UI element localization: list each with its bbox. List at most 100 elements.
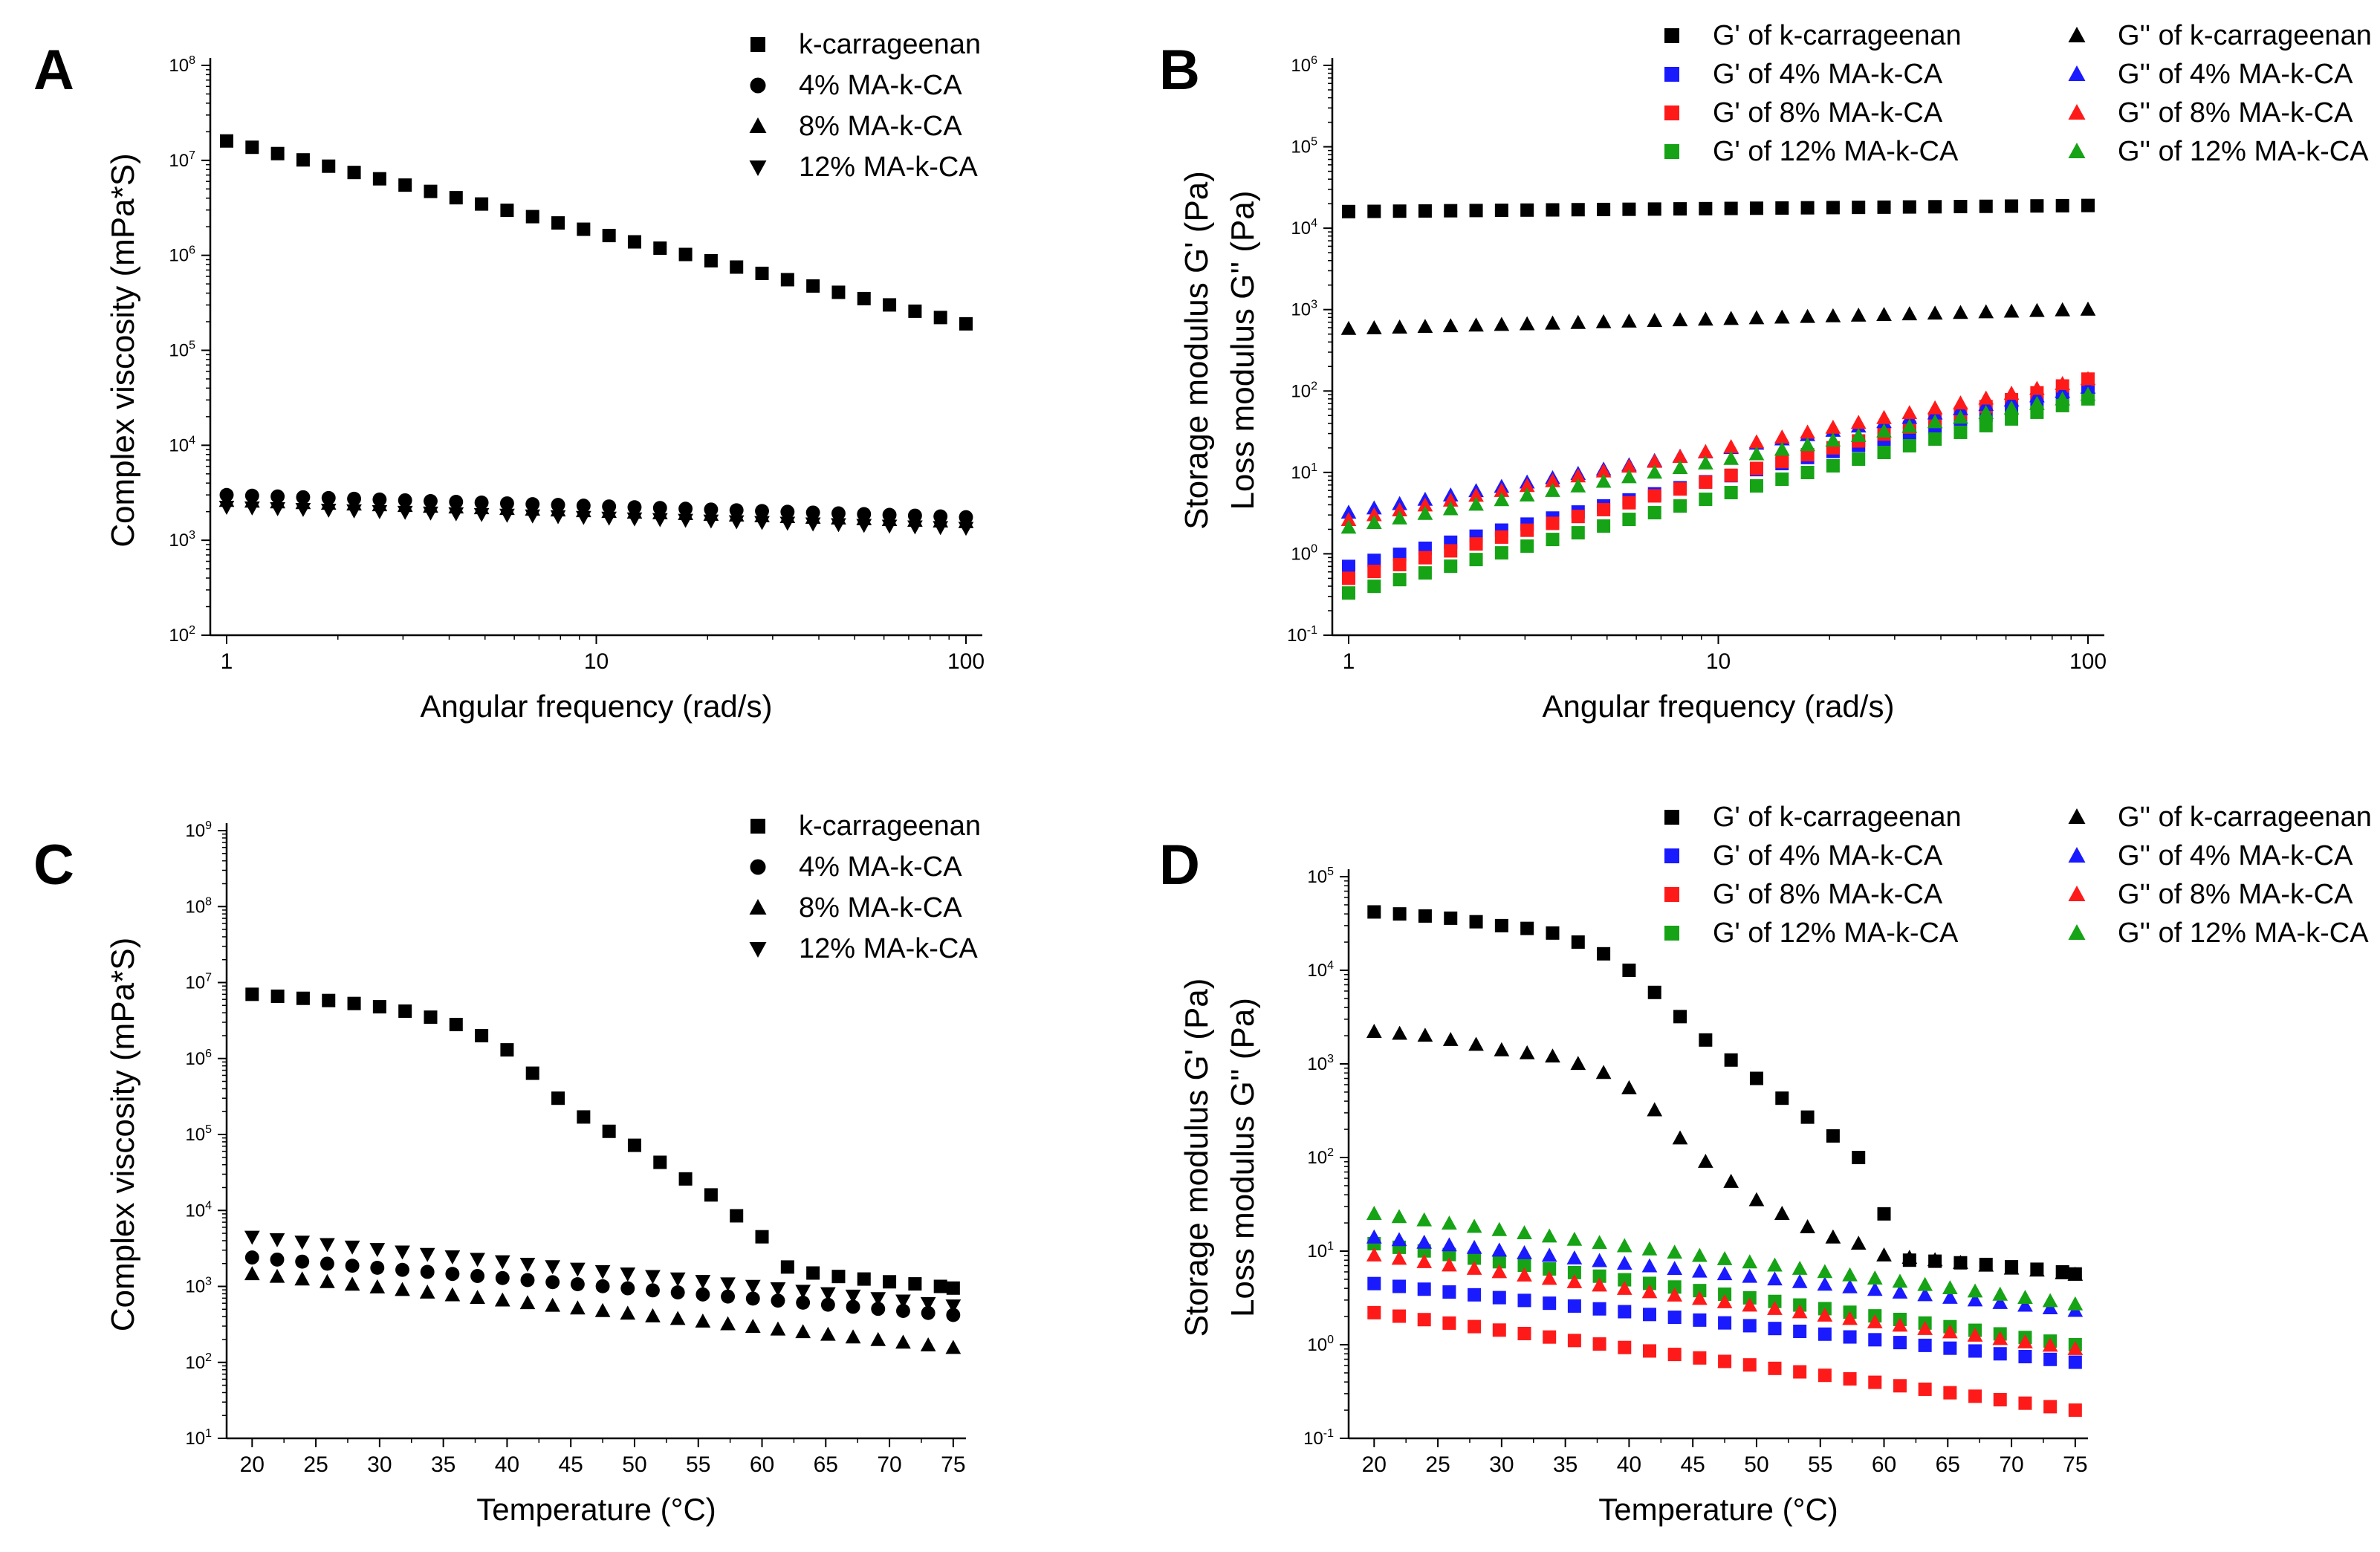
legend-entry: G' of 4% MA-k-CA [1664, 840, 1943, 871]
data-point [1673, 1010, 1687, 1024]
data-point [933, 1279, 947, 1293]
data-point [1616, 1280, 1632, 1295]
data-point [1491, 1264, 1508, 1279]
data-point [602, 229, 616, 243]
data-point [1418, 204, 1432, 218]
data-point [269, 1268, 285, 1283]
data-point [1953, 425, 1968, 439]
data-point [495, 1270, 510, 1285]
data-point [1642, 1308, 1656, 1322]
data-point [1817, 1307, 1833, 1322]
data-point [1494, 482, 1510, 497]
data-point [1592, 1269, 1606, 1283]
data-point [296, 153, 310, 167]
legend-entry: G' of k-carrageenan [1664, 802, 1962, 833]
data-point [1570, 1056, 1586, 1071]
data-point [1692, 1247, 1708, 1262]
data-point [1468, 496, 1484, 511]
data-point [908, 1277, 922, 1291]
data-point [1672, 449, 1688, 464]
x-axis-label: Temperature (°C) [1598, 1492, 1838, 1527]
legend-entry: G'' of 4% MA-k-CA [2068, 840, 2353, 871]
data-point [704, 1188, 718, 1202]
data-point [1673, 499, 1687, 513]
x-tick-label: 55 [686, 1452, 710, 1477]
data-point [1595, 314, 1612, 328]
data-point [420, 1264, 435, 1279]
data-point [1571, 203, 1585, 217]
y-tick-label: 101 [185, 1427, 212, 1449]
legend-entry: G' of 8% MA-k-CA [1664, 97, 1943, 129]
data-point [1367, 579, 1381, 594]
data-point [1340, 320, 1357, 335]
data-point [1469, 537, 1483, 551]
data-point [1417, 319, 1433, 334]
data-point [1468, 317, 1484, 332]
data-point [2068, 1403, 2082, 1418]
data-point [1545, 482, 1560, 497]
data-point [745, 1291, 760, 1306]
data-point [1979, 199, 1993, 213]
data-point [1621, 314, 1637, 328]
data-point [1800, 447, 1815, 461]
data-point [520, 1273, 535, 1288]
data-point [1876, 409, 1892, 424]
data-point [1723, 1173, 1739, 1188]
y-tick-label: 103 [1291, 299, 1317, 320]
panel-letter: B [1159, 39, 1200, 102]
data-point [1800, 201, 1815, 215]
data-point [320, 503, 337, 518]
data-point [820, 1297, 835, 1312]
legend-label: G'' of k-carrageenan [2118, 20, 2372, 51]
data-point [695, 1314, 711, 1328]
data-point [320, 1256, 334, 1271]
data-point [1444, 204, 1458, 218]
data-point [1543, 1262, 1557, 1276]
x-tick-label: 20 [1362, 1452, 1387, 1477]
data-point [652, 513, 668, 527]
data-point [1792, 1273, 1808, 1288]
legend-label: G' of k-carrageenan [1713, 20, 1962, 51]
data-point [1392, 510, 1407, 525]
data-point [295, 1254, 310, 1269]
legend-entry: G' of 12% MA-k-CA [1664, 136, 1959, 167]
data-point [500, 1043, 514, 1057]
data-point [1642, 1344, 1656, 1358]
data-point [1342, 204, 1355, 218]
data-point [1566, 1250, 1583, 1264]
data-point [372, 1000, 386, 1014]
data-point [1667, 1348, 1682, 1362]
data-point [1917, 1287, 1933, 1302]
data-point [1366, 507, 1382, 522]
legend-entry: 12% MA-k-CA [749, 152, 978, 183]
data-point [1723, 450, 1739, 465]
series-3 [1342, 392, 2095, 600]
data-point [577, 1110, 591, 1124]
data-point [2055, 391, 2071, 406]
data-point [1918, 1338, 1932, 1352]
legend-marker [2068, 924, 2086, 940]
data-point [1699, 1033, 1713, 1047]
data-point [1392, 204, 1407, 218]
data-point [845, 1289, 861, 1304]
data-point [1942, 1324, 1958, 1339]
data-point [1541, 1270, 1557, 1285]
legend-marker [749, 117, 767, 133]
data-point [1868, 1375, 1882, 1389]
data-point [1892, 1317, 1908, 1332]
data-point [1468, 1251, 1482, 1265]
data-point [1597, 519, 1611, 533]
data-point [1667, 1280, 1682, 1294]
legend-entry: 4% MA-k-CA [750, 851, 962, 883]
x-tick-label: 1 [1343, 649, 1355, 674]
y-axis-label: Complex viscosity (mPa*S) [105, 153, 141, 548]
data-point [959, 316, 973, 331]
legend: k-carrageenan 4% MA-k-CA 8% MA-k-CA 12% MA-… [749, 29, 981, 183]
data-point [1902, 200, 1916, 214]
data-point [627, 1138, 641, 1152]
y-tick-label: 10-1 [1303, 1427, 1334, 1449]
data-point [645, 1270, 661, 1285]
data-point [1792, 1304, 1808, 1319]
data-point [1442, 1316, 1456, 1330]
